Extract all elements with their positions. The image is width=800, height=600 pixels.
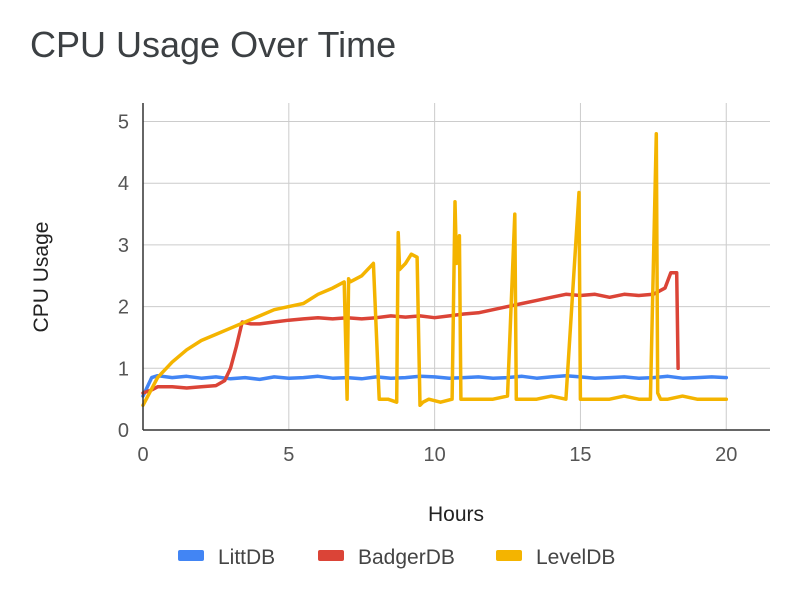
legend-label-leveldb: LevelDB [536, 546, 615, 569]
y-axis-title: CPU Usage [30, 222, 53, 333]
y-tick-label: 4 [118, 173, 129, 195]
legend-label-badgerdb: BadgerDB [358, 546, 455, 569]
legend: LittDB BadgerDB LevelDB [178, 546, 615, 569]
y-tick-label: 3 [118, 235, 129, 257]
grid-layer [143, 103, 770, 430]
y-tick-label: 1 [118, 358, 129, 380]
series-line-leveldb [141, 132, 729, 408]
legend-swatch-leveldb [496, 550, 522, 561]
x-tick-label: 10 [424, 444, 446, 466]
legend-swatch-badgerdb [318, 550, 344, 561]
chart-title: CPU Usage Over Time [30, 24, 397, 65]
y-tick-label: 5 [118, 112, 129, 134]
axis-layer [142, 103, 770, 431]
legend-label-littdb: LittDB [218, 546, 275, 569]
x-tick-label: 15 [569, 444, 591, 466]
x-axis-title: Hours [428, 503, 484, 526]
series-layer [141, 132, 729, 408]
y-tick-label: 2 [118, 297, 129, 319]
x-tick-label: 0 [137, 444, 148, 466]
series-line-littdb [141, 373, 729, 398]
x-tick-label: 5 [283, 444, 294, 466]
legend-swatch-littdb [178, 550, 204, 561]
label-layer: 0 1 2 3 4 5 0 5 10 15 20 [118, 112, 738, 466]
x-tick-label: 20 [715, 444, 737, 466]
y-tick-label: 0 [118, 420, 129, 442]
